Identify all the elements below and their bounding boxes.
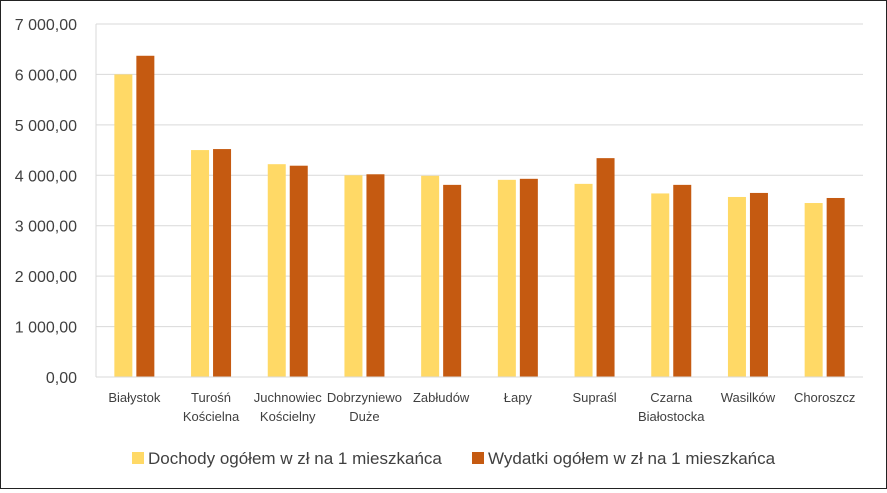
- legend-swatch: [132, 452, 144, 464]
- bar: [673, 184, 692, 377]
- bar: [826, 197, 845, 377]
- x-tick-label: Dobrzyniewo: [327, 390, 402, 405]
- y-tick-label: 4 000,00: [15, 168, 77, 185]
- y-tick-label: 0,00: [46, 370, 77, 387]
- y-tick-label: 6 000,00: [15, 67, 77, 84]
- y-tick-label: 5 000,00: [15, 118, 77, 135]
- bar: [213, 149, 232, 377]
- x-tick-label: Kościelna: [183, 409, 240, 424]
- bar: [421, 175, 440, 377]
- bar: [749, 192, 768, 377]
- y-tick-label: 2 000,00: [15, 269, 77, 286]
- x-tick-label: Supraśl: [573, 390, 617, 405]
- bar: [596, 158, 615, 377]
- legend-swatch: [472, 452, 484, 464]
- x-tick-label: Turośń: [191, 390, 231, 405]
- x-tick-label: Choroszcz: [794, 390, 855, 405]
- y-tick-label: 7 000,00: [15, 17, 77, 34]
- x-tick-label: Duże: [349, 409, 379, 424]
- bar: [366, 174, 385, 377]
- x-tick-label: Czarna: [650, 390, 693, 405]
- bar: [289, 165, 308, 377]
- bar: [497, 179, 516, 377]
- bar: [344, 175, 363, 377]
- y-axis-ticks: 0,00 1 000,00 2 000,00 3 000,00 4 000,00 5 00…: [15, 17, 77, 387]
- x-tick-label: Wasilków: [721, 390, 776, 405]
- x-tick-label: Łapy: [504, 390, 533, 405]
- legend-label: Wydatki ogółem w zł na 1 mieszkańca: [488, 449, 776, 468]
- bar: [191, 150, 210, 377]
- bars: [114, 55, 845, 378]
- legend: Dochody ogółem w zł na 1 mieszkańca Wydat…: [132, 449, 776, 468]
- y-tick-label: 3 000,00: [15, 219, 77, 236]
- y-tick-label: 1 000,00: [15, 320, 77, 337]
- legend-label: Dochody ogółem w zł na 1 mieszkańca: [148, 449, 442, 468]
- x-tick-label: Juchnowiec: [254, 390, 322, 405]
- x-tick-label: Zabłudów: [413, 390, 470, 405]
- bar: [804, 203, 823, 377]
- x-axis-ticks: Białystok Turośń Kościelna Juchnowiec Koście…: [108, 390, 855, 424]
- x-tick-label: Kościelny: [260, 409, 316, 424]
- bar: [651, 193, 670, 377]
- bar: [519, 178, 538, 377]
- bar: [727, 196, 746, 377]
- bar: [136, 55, 155, 378]
- bar: [443, 184, 462, 377]
- bar: [114, 74, 133, 377]
- bar: [267, 164, 286, 377]
- x-tick-label: Białostocka: [638, 409, 705, 424]
- bar: [574, 183, 593, 377]
- gridlines: [95, 23, 863, 377]
- x-tick-label: Białystok: [108, 390, 161, 405]
